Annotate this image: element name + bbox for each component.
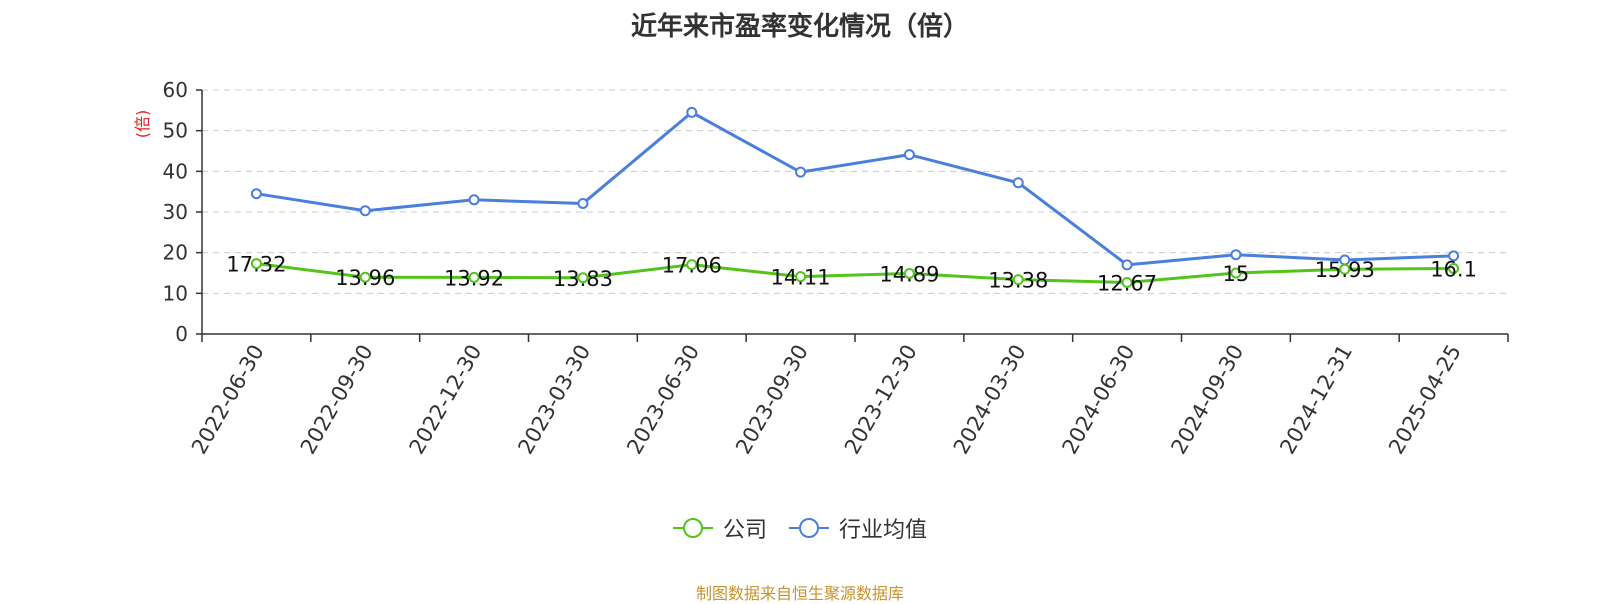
- data-labels: 17.32 13.96 13.92 13.83 17.06 14.11 14.89 13.38…: [226, 253, 1477, 296]
- y-tick-label-0: 0: [175, 322, 188, 346]
- company-data-label-2025-04-25: 16.1: [1430, 258, 1477, 282]
- x-tick-label-2025-04-25: 2025-04-25: [1384, 341, 1466, 459]
- y-tick-label-40: 40: [163, 159, 188, 183]
- company-data-label-2024-09-30: 15: [1223, 262, 1250, 286]
- company-point-2024-12-31: [1339, 263, 1351, 275]
- x-tick-label-2024-03-30: 2024-03-30: [949, 341, 1031, 459]
- x-tick-label-2023-03-30: 2023-03-30: [513, 341, 595, 459]
- industry-point-2023-03-30: [577, 197, 589, 209]
- legend-item-company[interactable]: 公司: [672, 512, 767, 544]
- legend-company-icon: [672, 518, 713, 538]
- industry-point-2024-03-30: [1012, 177, 1024, 189]
- grid-lines: [202, 89, 1508, 294]
- company-point-2022-09-30: [359, 271, 371, 283]
- legend-industry-icon: [789, 518, 829, 538]
- company-point-2025-04-25: [1448, 263, 1460, 275]
- company-data-label-2022-06-30: 17.32: [226, 253, 286, 277]
- x-tick-label-2024-06-30: 2024-06-30: [1058, 341, 1140, 459]
- y-tick-label-30: 30: [163, 200, 188, 224]
- industry-point-2025-04-25: [1448, 250, 1460, 262]
- company-data-label-2022-09-30: 13.96: [335, 266, 395, 290]
- y-tick-label-50: 50: [163, 119, 188, 143]
- company-point-2022-12-30: [468, 271, 480, 283]
- industry-point-2022-12-30: [468, 194, 480, 206]
- x-tick-label-2024-12-31: 2024-12-31: [1275, 341, 1357, 459]
- industry-point-2023-06-30: [686, 106, 698, 118]
- company-point-2023-09-30: [795, 271, 807, 283]
- y-tick-label-10: 10: [163, 281, 188, 305]
- company-data-label-2023-06-30: 17.06: [662, 254, 722, 278]
- legend-item-industry-average[interactable]: 行业均值: [789, 512, 927, 544]
- company-data-label-2024-12-31: 15.93: [1315, 258, 1375, 282]
- industry-point-2024-09-30: [1230, 249, 1242, 261]
- x-tick-label-2022-09-30: 2022-09-30: [296, 341, 378, 459]
- y-tick-label-20: 20: [163, 241, 188, 265]
- industry-point-2024-06-30: [1121, 259, 1133, 271]
- company-data-label-2023-12-30: 14.89: [879, 262, 939, 286]
- industry-point-2023-09-30: [795, 166, 807, 178]
- chart-title: 近年来市盈率变化情况（倍）: [630, 12, 969, 42]
- series-line-company: [256, 262, 1454, 284]
- x-tick-label-2023-12-30: 2023-12-30: [840, 341, 922, 459]
- company-data-label-2023-03-30: 13.83: [553, 267, 613, 291]
- company-point-2024-06-30: [1121, 276, 1133, 288]
- company-point-2023-06-30: [686, 259, 698, 271]
- company-data-label-2022-12-30: 13.92: [444, 266, 504, 290]
- company-data-label-2024-06-30: 12.67: [1097, 271, 1157, 295]
- x-tick-label-2023-09-30: 2023-09-30: [731, 341, 813, 459]
- company-point-2023-12-30: [903, 267, 915, 279]
- company-data-label-2024-03-30: 13.38: [988, 269, 1048, 293]
- legend-industry-label: 行业均值: [839, 518, 928, 543]
- series-lines: [250, 106, 1460, 288]
- industry-point-2022-09-30: [359, 205, 371, 217]
- legend-company-label: 公司: [722, 518, 767, 543]
- x-tick-label-2022-06-30: 2022-06-30: [187, 341, 269, 459]
- company-point-2024-09-30: [1230, 267, 1242, 279]
- x-tick-label-2024-09-30: 2024-09-30: [1166, 341, 1248, 459]
- x-tick-label-2023-06-30: 2023-06-30: [622, 341, 704, 459]
- company-point-2022-06-30: [250, 258, 262, 270]
- x-tick-label-2022-12-30: 2022-12-30: [405, 341, 487, 459]
- source-note: 制图数据来自恒生聚源数据库: [695, 584, 904, 603]
- industry-point-2022-06-30: [250, 188, 262, 200]
- series-line-industry-average: [256, 110, 1454, 267]
- company-point-2023-03-30: [577, 272, 589, 284]
- company-point-2024-03-30: [1012, 274, 1024, 286]
- industry-point-2023-12-30: [903, 149, 915, 161]
- y-axis-label: (倍): [133, 110, 152, 139]
- y-tick-label-60: 60: [163, 78, 188, 102]
- company-data-label-2023-09-30: 14.11: [771, 266, 831, 290]
- legend: 公司 行业均值: [0, 512, 1600, 544]
